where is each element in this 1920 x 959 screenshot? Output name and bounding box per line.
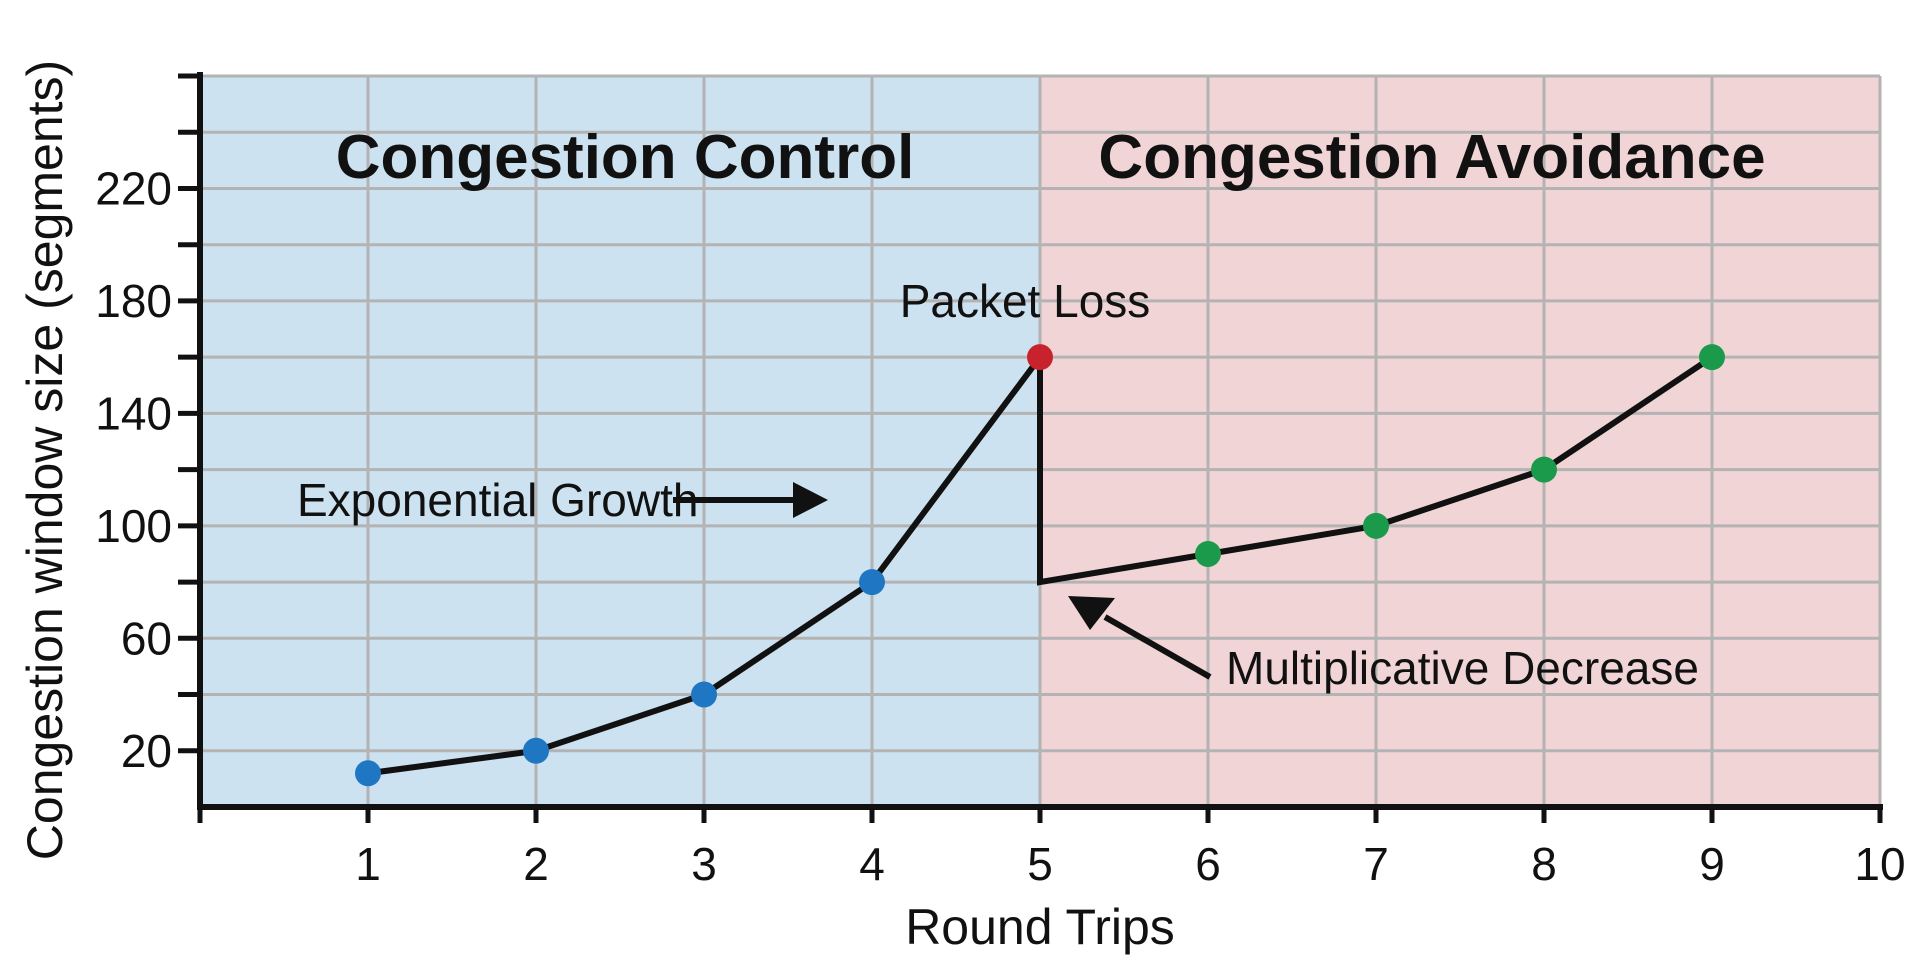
x-tick-label-5: 5 xyxy=(1027,838,1053,890)
data-point-5 xyxy=(1027,344,1053,371)
annotations: Packet Loss Exponential Growth Multiplic… xyxy=(297,275,1699,694)
region-labels: Congestion Control Congestion Avoidance xyxy=(336,123,1766,192)
points xyxy=(355,344,1725,787)
ticks xyxy=(178,73,1883,823)
annotation-packet-loss: Packet Loss xyxy=(900,275,1151,327)
data-point-9 xyxy=(1699,344,1725,371)
annotation-exponential-growth: Exponential Growth xyxy=(297,474,698,526)
x-tick-label-6: 6 xyxy=(1195,838,1221,890)
grid xyxy=(200,74,1882,807)
y-tick-label-140: 140 xyxy=(95,387,172,439)
tick-labels: 20 60 100 140 180 220 1 2 3 4 5 6 7 8 9 10 xyxy=(95,162,1905,890)
data-point-3 xyxy=(691,681,717,708)
x-tick-label-9: 9 xyxy=(1699,838,1725,890)
data-point-2 xyxy=(523,737,549,764)
data-point-1 xyxy=(355,760,381,787)
y-tick-label-220: 220 xyxy=(95,162,172,214)
y-tick-label-180: 180 xyxy=(95,275,172,327)
y-axis-title: Congestion window size (segments) xyxy=(17,60,73,860)
x-tick-label-4: 4 xyxy=(859,838,885,890)
y-tick-label-20: 20 xyxy=(121,725,172,777)
x-tick-label-7: 7 xyxy=(1363,838,1389,890)
annotation-multiplicative-decrease: Multiplicative Decrease xyxy=(1226,642,1699,694)
region-label-avoidance: Congestion Avoidance xyxy=(1098,123,1765,192)
region-band-1 xyxy=(1040,76,1880,807)
x-tick-label-3: 3 xyxy=(691,838,717,890)
data-point-7 xyxy=(1363,512,1389,539)
data-point-6 xyxy=(1195,540,1221,567)
region-band-0 xyxy=(200,76,1040,807)
x-tick-label-10: 10 xyxy=(1854,838,1905,890)
regions xyxy=(200,76,1880,807)
x-axis-title: Round Trips xyxy=(905,899,1175,955)
series-line xyxy=(367,348,1714,777)
data-point-4 xyxy=(859,569,885,596)
y-tick-label-60: 60 xyxy=(121,612,172,664)
y-tick-label-100: 100 xyxy=(95,500,172,552)
region-label-control: Congestion Control xyxy=(336,123,915,192)
exponential-growth-arrow xyxy=(673,482,828,518)
x-tick-label-1: 1 xyxy=(355,838,381,890)
multiplicative-decrease-arrow xyxy=(1068,596,1212,680)
data-point-8 xyxy=(1531,456,1557,483)
x-tick-label-8: 8 xyxy=(1531,838,1557,890)
x-tick-label-2: 2 xyxy=(523,838,549,890)
